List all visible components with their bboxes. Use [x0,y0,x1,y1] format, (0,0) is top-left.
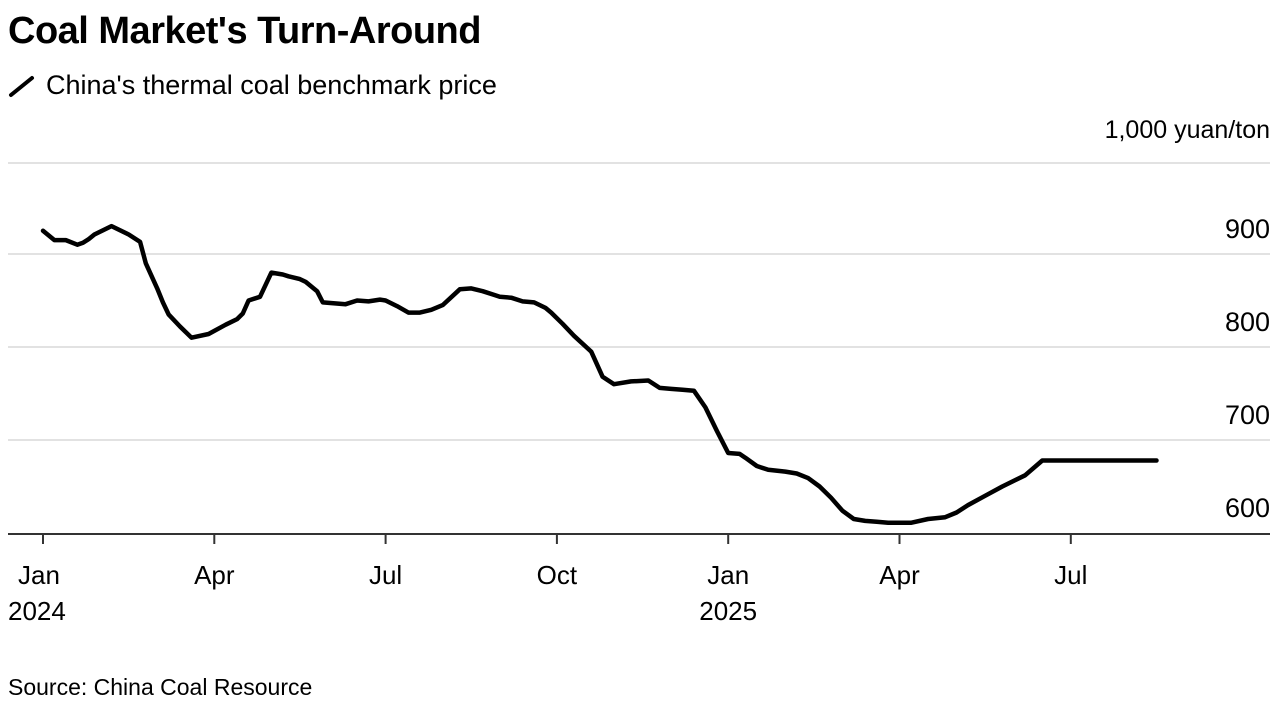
x-tick-label-0: Jan [18,560,60,590]
y-axis-unit-label: 1,000 yuan/ton [1104,116,1270,144]
x-tick-label-3: Oct [537,560,578,590]
line-swatch-icon [9,75,34,97]
series-line-0 [40,223,1159,526]
x-tick-label-1: Apr [194,560,235,590]
y-tick-label-700: 700 [1225,400,1270,430]
x-tick-label-4: Jan [707,560,749,590]
chart-title: Coal Market's Turn-Around [8,10,481,52]
x-tick-label-2: Jul [369,560,402,590]
source-note: Source: China Coal Resource [8,674,313,700]
x-tick-label-5: Apr [879,560,920,590]
x-tick-sublabel-0: 2024 [8,596,66,626]
y-tick-label-900: 900 [1225,214,1270,244]
y-tick-label-600: 600 [1225,493,1270,523]
legend: China's thermal coal benchmark price [8,70,497,101]
y-tick-label-800: 800 [1225,307,1270,337]
legend-label: China's thermal coal benchmark price [46,70,497,100]
x-tick-sublabel-4: 2025 [699,596,757,626]
x-tick-label-6: Jul [1054,560,1087,590]
